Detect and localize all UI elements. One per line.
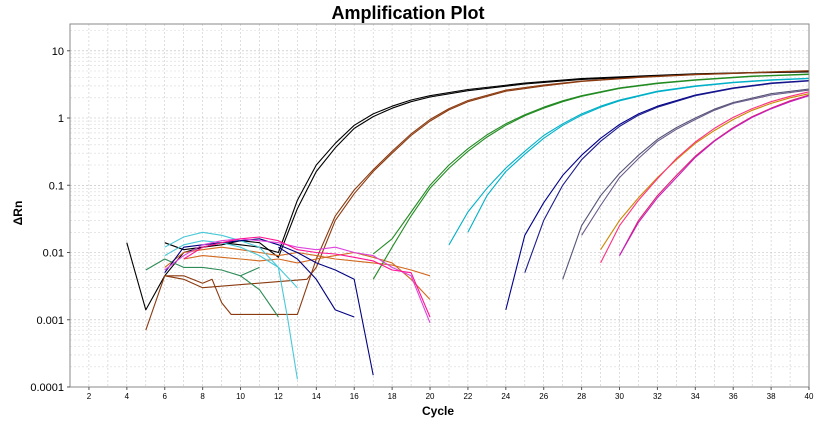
x-tick-label: 28 [577, 392, 586, 401]
plot-frame [69, 23, 810, 388]
axis-ticks: 2 4 6 8 10 12 14 16 18 20 22 24 26 28 30 32 34 36 38 400.00… [30, 46, 814, 401]
x-tick-label: 18 [388, 392, 397, 401]
x-tick-label: 2 [87, 392, 92, 401]
grid [69, 24, 810, 388]
series-line-6 [183, 251, 431, 300]
y-tick-label: 0.001 [36, 315, 64, 327]
chart-title: Amplification Plot [332, 3, 485, 23]
series-line-19 [562, 88, 810, 280]
series-group [126, 70, 810, 380]
x-tick-label: 26 [539, 392, 548, 401]
x-tick-label: 34 [691, 392, 700, 401]
x-tick-label: 10 [236, 392, 245, 401]
x-tick-label: 4 [125, 392, 130, 401]
x-tick-label: 12 [274, 392, 283, 401]
series-line-16 [278, 246, 355, 318]
x-tick-label: 40 [805, 392, 814, 401]
y-tick-label: 0.0001 [30, 382, 64, 394]
series-line-23 [600, 91, 810, 264]
y-tick-label: 10 [52, 46, 64, 58]
series-line-24 [619, 95, 810, 256]
series-line-25 [164, 238, 431, 324]
y-tick-label: 0.1 [49, 180, 64, 192]
x-tick-label: 16 [350, 392, 359, 401]
x-axis-label: Cycle [422, 404, 454, 418]
x-tick-label: 6 [163, 392, 168, 401]
x-tick-label: 22 [463, 392, 472, 401]
x-tick-label: 20 [426, 392, 435, 401]
series-line-17 [505, 80, 810, 311]
series-line-14 [467, 78, 810, 233]
y-tick-label: 0.01 [43, 248, 64, 260]
series-line-18 [524, 80, 810, 273]
x-tick-label: 38 [767, 392, 776, 401]
series-line-21 [600, 93, 810, 250]
series-line-4 [164, 70, 810, 289]
series-line-12 [164, 240, 298, 289]
x-tick-label: 30 [615, 392, 624, 401]
series-line-20 [581, 89, 810, 236]
series-line-8 [240, 275, 279, 318]
series-line-2 [164, 71, 810, 258]
y-tick-label: 1 [58, 113, 64, 125]
x-tick-label: 14 [312, 392, 321, 401]
x-tick-label: 8 [200, 392, 205, 401]
series-line-10 [372, 73, 810, 280]
y-axis-label: ΔRn [11, 201, 25, 226]
x-tick-label: 32 [653, 392, 662, 401]
x-tick-label: 24 [501, 392, 510, 401]
series-line-26 [183, 236, 431, 318]
x-tick-label: 36 [729, 392, 738, 401]
